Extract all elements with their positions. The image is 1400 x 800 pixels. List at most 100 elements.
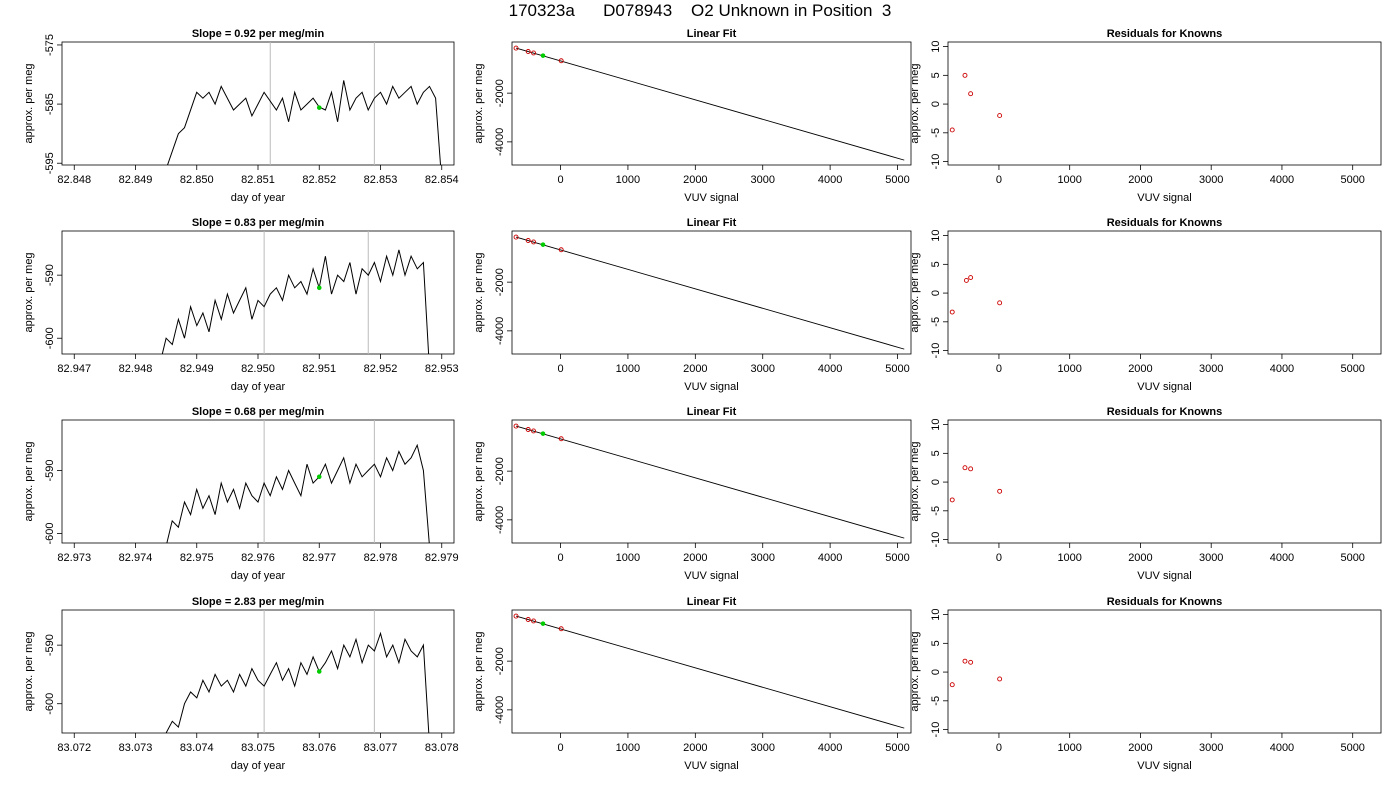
x-tick-label: 83.075 [241, 742, 275, 754]
y-tick-label: 10 [930, 418, 942, 430]
x-tick-label: 82.978 [364, 552, 398, 564]
r2-timeseries-panel: Slope = 0.83 per meg/min 82.947 82.948 82.9… [23, 217, 459, 393]
x-tick-label: 82.975 [180, 552, 214, 564]
x-tick-label: 0 [557, 363, 563, 375]
y-tick-label: -5 [930, 128, 942, 138]
x-tick-label: 82.947 [57, 363, 91, 375]
x-tick-label: 82.952 [364, 363, 398, 375]
unknown-point [540, 431, 546, 436]
r2-residuals-panel: Residuals for Knowns 0 1000 2000 3000 4000 500… [909, 217, 1382, 393]
plot-area [513, 423, 905, 539]
r2-fit-panel: Linear Fit 0 1000 2000 3000 4000 5000 -2000 -400… [473, 217, 912, 393]
y-tick-label: -10 [930, 343, 942, 359]
x-tick-label: 1000 [1057, 174, 1081, 186]
data-point [531, 428, 537, 434]
plot-area [166, 420, 430, 543]
x-tick-label: 5000 [885, 363, 909, 375]
x-tick-label: 82.951 [302, 363, 336, 375]
x-tick-label: 3000 [1199, 742, 1223, 754]
y-tick-label: -590 [44, 459, 56, 481]
x-tick-label: 82.949 [180, 363, 214, 375]
x-tick-label: 2000 [1128, 742, 1152, 754]
panel-title: Linear Fit [687, 28, 737, 40]
y-tick-label: -600 [44, 523, 56, 545]
x-axis-title: day of year [231, 570, 286, 582]
data-point [963, 277, 969, 283]
y-tick-label: -5 [930, 506, 942, 516]
x-tick-label: 82.976 [241, 552, 275, 564]
y-tick-label: -600 [44, 327, 56, 349]
y-tick-label: 0 [930, 101, 942, 107]
plot-frame [61, 230, 455, 355]
panel-title: Residuals for Knowns [1107, 217, 1223, 229]
unknown-point [540, 621, 546, 626]
x-tick-label: 2000 [683, 742, 707, 754]
x-tick-label: 4000 [1270, 552, 1294, 564]
x-tick-label: 5000 [885, 552, 909, 564]
x-tick-label: 4000 [818, 363, 842, 375]
x-tick-label: 3000 [1199, 363, 1223, 375]
data-point [558, 58, 564, 64]
plot-area [165, 610, 430, 733]
y-axis-title: approx. per meg [473, 631, 485, 711]
x-tick-label: 1000 [616, 552, 640, 564]
y-tick-label: 5 [930, 450, 942, 456]
x-tick-label: 82.973 [57, 552, 91, 564]
data-point [962, 72, 968, 78]
y-tick-label: -4000 [494, 506, 506, 534]
r3-residuals-panel: Residuals for Knowns 0 1000 2000 3000 4000 500… [909, 406, 1382, 582]
panel-title: Slope = 0.68 per meg/min [192, 406, 325, 418]
y-tick-label: 0 [930, 479, 942, 485]
x-axis-title: day of year [231, 760, 286, 772]
data-point [525, 427, 531, 432]
x-tick-label: 4000 [1270, 363, 1294, 375]
data-point [513, 45, 519, 51]
data-point [558, 247, 564, 253]
x-tick-label: 3000 [1199, 174, 1223, 186]
plot-area [161, 231, 430, 354]
x-tick-label: 2000 [1128, 363, 1152, 375]
y-tick-label: -10 [930, 722, 942, 738]
x-tick-label: 82.974 [119, 552, 153, 564]
x-tick-label: 1000 [1057, 363, 1081, 375]
data-point [968, 275, 974, 281]
x-tick-label: 82.852 [302, 174, 336, 186]
x-tick-label: 2000 [683, 363, 707, 375]
x-tick-label: 82.953 [425, 363, 459, 375]
y-tick-label: -4000 [494, 696, 506, 724]
data-point [949, 497, 955, 503]
data-point [525, 617, 531, 622]
series-line [161, 249, 430, 354]
fit-line [515, 615, 905, 729]
x-tick-label: 4000 [1270, 174, 1294, 186]
x-tick-label: 82.950 [241, 363, 275, 375]
x-tick-label: 0 [996, 742, 1002, 754]
data-point [962, 465, 968, 471]
x-tick-label: 4000 [818, 174, 842, 186]
panel-title: Slope = 0.83 per meg/min [192, 217, 325, 229]
plot-area [949, 72, 1003, 133]
data-point [525, 238, 531, 243]
panel-title: Linear Fit [687, 406, 737, 418]
x-tick-label: 3000 [750, 363, 774, 375]
panel-title: Slope = 2.83 per meg/min [192, 596, 325, 608]
x-axis-title: day of year [231, 381, 286, 393]
y-axis-title: approx. per meg [473, 63, 485, 143]
plot-frame [947, 41, 1382, 166]
x-tick-label: 0 [557, 552, 563, 564]
series-line [166, 443, 430, 543]
x-axis-title: VUV signal [684, 381, 738, 393]
x-tick-label: 0 [557, 174, 563, 186]
unknown-point [316, 105, 322, 110]
x-tick-label: 83.072 [57, 742, 91, 754]
y-tick-label: 0 [930, 669, 942, 675]
panel-title: Linear Fit [687, 217, 737, 229]
r3-timeseries-panel: Slope = 0.68 per meg/min 82.973 82.974 82.9… [23, 406, 459, 582]
x-axis-title: day of year [231, 192, 286, 204]
x-tick-label: 83.074 [180, 742, 214, 754]
data-point [997, 113, 1003, 119]
y-tick-label: -2000 [494, 647, 506, 675]
x-tick-label: 1000 [616, 174, 640, 186]
x-tick-label: 82.853 [364, 174, 398, 186]
r1-residuals-panel: Residuals for Knowns 0 1000 2000 3000 4000 500… [909, 28, 1382, 204]
